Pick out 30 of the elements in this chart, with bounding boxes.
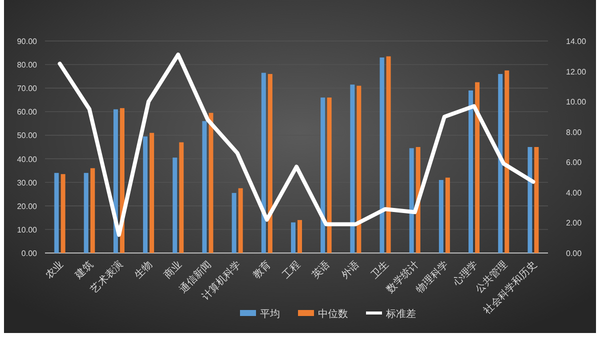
legend-label: 中位数 <box>318 308 348 320</box>
y-tick-label: 80.00 <box>16 60 38 70</box>
x-tick-label: 农业 <box>43 258 66 282</box>
x-tick-label: 建筑 <box>72 258 96 282</box>
legend-label: 标准差 <box>385 308 416 320</box>
y2-tick-label: 8.00 <box>566 128 582 137</box>
y-tick-label: 40.00 <box>16 154 38 164</box>
x-tick-label: 教育 <box>250 258 274 282</box>
y2-tick-label: 14.00 <box>566 37 587 46</box>
y2-tick-label: 10.00 <box>566 98 587 107</box>
y2-tick-label: 12.00 <box>566 67 587 76</box>
x-tick-label: 外语 <box>339 258 362 282</box>
x-tick-label: 卫生 <box>368 258 392 282</box>
y2-tick-label: 2.00 <box>566 218 582 228</box>
x-tick-label: 英语 <box>310 258 332 282</box>
y-tick-label: 50.00 <box>16 131 38 140</box>
y-tick-label: 60.00 <box>16 108 38 117</box>
x-tick-label: 工程 <box>280 259 303 282</box>
legend-label: 平均 <box>260 308 280 320</box>
y-tick-label: 20.00 <box>16 202 38 211</box>
y-tick-label: 10.00 <box>16 225 38 234</box>
y2-tick-label: 4.00 <box>566 188 582 198</box>
y2-tick-label: 0.00 <box>566 249 582 258</box>
x-tick-label: 生物 <box>132 258 155 282</box>
y2-tick-label: 6.00 <box>566 158 582 168</box>
y-tick-label: 30.00 <box>16 178 38 188</box>
y-tick-label: 70.00 <box>16 84 38 94</box>
y-tick-label: 0.00 <box>21 249 38 258</box>
y-tick-label: 90.00 <box>16 37 38 46</box>
x-tick-label: 商业 <box>162 258 184 282</box>
